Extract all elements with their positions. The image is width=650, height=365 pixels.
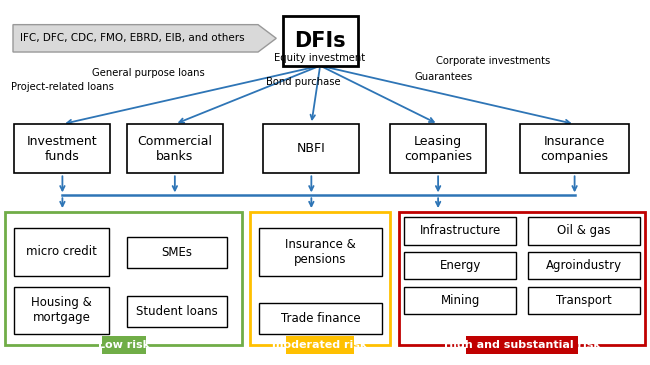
- Text: Housing &
mortgage: Housing & mortgage: [31, 296, 92, 324]
- FancyBboxPatch shape: [14, 124, 111, 173]
- FancyBboxPatch shape: [286, 336, 354, 354]
- Text: General purpose loans: General purpose loans: [92, 68, 205, 78]
- Text: Insurance &
pensions: Insurance & pensions: [285, 238, 356, 266]
- Text: micro credit: micro credit: [26, 245, 97, 258]
- Text: Insurance
companies: Insurance companies: [541, 135, 608, 163]
- Text: Project-related loans: Project-related loans: [11, 82, 114, 92]
- FancyBboxPatch shape: [399, 212, 645, 345]
- Text: IFC, DFC, CDC, FMO, EBRD, EIB, and others: IFC, DFC, CDC, FMO, EBRD, EIB, and other…: [20, 33, 244, 43]
- Polygon shape: [13, 25, 276, 52]
- FancyBboxPatch shape: [528, 217, 640, 245]
- Text: Bond purchase: Bond purchase: [266, 77, 341, 87]
- Text: NBFI: NBFI: [297, 142, 326, 155]
- FancyBboxPatch shape: [127, 237, 228, 268]
- FancyBboxPatch shape: [283, 16, 358, 66]
- FancyBboxPatch shape: [528, 252, 640, 279]
- Text: Agroindustry: Agroindustry: [545, 259, 622, 272]
- FancyBboxPatch shape: [390, 124, 486, 173]
- Text: DFIs: DFIs: [294, 31, 346, 51]
- FancyBboxPatch shape: [102, 336, 146, 354]
- Text: Investment
funds: Investment funds: [27, 135, 97, 163]
- FancyBboxPatch shape: [5, 212, 242, 345]
- Text: Commercial
banks: Commercial banks: [137, 135, 213, 163]
- FancyBboxPatch shape: [465, 336, 578, 354]
- Text: Guarantees: Guarantees: [415, 72, 473, 82]
- FancyBboxPatch shape: [14, 287, 109, 334]
- FancyBboxPatch shape: [404, 252, 516, 279]
- Text: Energy: Energy: [439, 259, 481, 272]
- FancyBboxPatch shape: [250, 212, 390, 345]
- Text: moderated risk: moderated risk: [272, 340, 368, 350]
- FancyBboxPatch shape: [127, 296, 228, 327]
- Text: Low risk: Low risk: [98, 340, 150, 350]
- FancyBboxPatch shape: [263, 124, 359, 173]
- FancyBboxPatch shape: [520, 124, 629, 173]
- Text: SMEs: SMEs: [162, 246, 192, 259]
- FancyBboxPatch shape: [259, 303, 382, 334]
- FancyBboxPatch shape: [127, 124, 223, 173]
- FancyBboxPatch shape: [404, 217, 516, 245]
- Text: Mining: Mining: [441, 294, 480, 307]
- FancyBboxPatch shape: [259, 228, 382, 276]
- FancyBboxPatch shape: [14, 228, 109, 276]
- Text: Student loans: Student loans: [136, 305, 218, 318]
- Text: Transport: Transport: [556, 294, 612, 307]
- Text: Leasing
companies: Leasing companies: [404, 135, 472, 163]
- Text: Trade finance: Trade finance: [281, 312, 360, 325]
- Text: Infrastructure: Infrastructure: [420, 224, 500, 237]
- Text: High and substantial risk: High and substantial risk: [443, 340, 601, 350]
- FancyBboxPatch shape: [404, 287, 516, 314]
- Text: Corporate investments: Corporate investments: [436, 56, 550, 66]
- Text: Oil & gas: Oil & gas: [557, 224, 610, 237]
- Text: Equity investment: Equity investment: [274, 53, 365, 64]
- FancyBboxPatch shape: [528, 287, 640, 314]
